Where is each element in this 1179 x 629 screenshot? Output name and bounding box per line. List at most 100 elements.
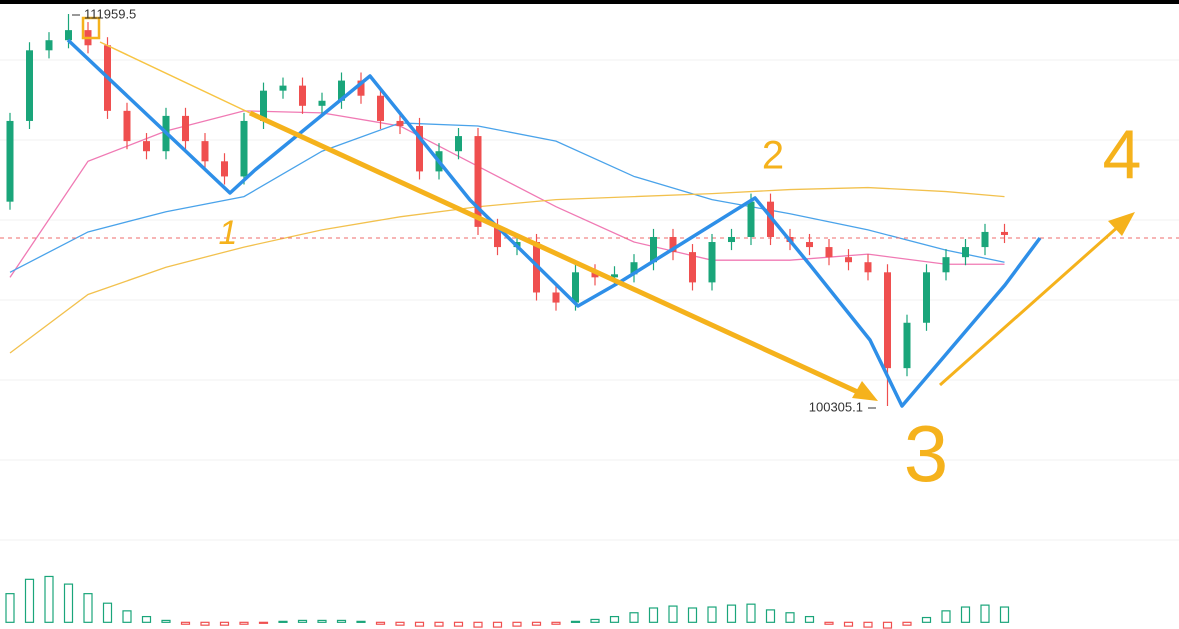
indicator-bar [785,612,795,623]
candle-body [611,274,618,278]
indicator-bar [843,621,854,627]
indicator-bar [141,615,152,623]
wave-label: 2 [762,134,784,178]
candle-body [591,272,599,278]
indicator-bar [707,606,717,623]
indicator-bar [590,618,600,623]
candle-body [650,236,657,263]
high-label: 111959.5 [84,6,136,21]
candle-body [884,272,891,369]
candle-body [903,322,911,369]
indicator-bar [24,578,35,623]
candle-body [806,242,813,248]
candle-body [182,115,189,142]
indicator-bar [219,621,230,626]
indicator-bar [180,621,191,625]
candle-body [942,257,950,273]
candle-layer [6,13,1008,406]
candle-body [357,80,365,96]
moving-average [9,122,1005,273]
indicator-bar [414,621,425,627]
candle-body [825,247,833,258]
candle-body [221,161,228,177]
indicator-bar [336,619,347,623]
candle-body [494,226,501,248]
indicator-bar [278,620,288,623]
indicator-bar [531,621,542,626]
candle-body [630,262,638,275]
candle-body [279,85,287,91]
arrow-head [852,381,878,401]
indicator-bar [570,620,581,623]
indicator-bar [746,603,756,623]
candle-body [65,30,72,41]
indicator-bar [83,593,93,623]
indicator-bar [395,621,405,626]
candle-body [474,136,482,227]
candle-body [1001,231,1008,235]
arrow-head [1108,212,1135,236]
candle-body [45,40,53,51]
indicator-bar [609,615,620,623]
indicator-bar [512,621,522,627]
indicator-bar [668,605,678,623]
candle-body [845,257,852,263]
wave-line [66,38,1042,408]
indicator-bar [980,604,990,623]
top-bar [0,0,1179,4]
candle-body [864,262,872,273]
candle-body [123,110,131,142]
indicator-bar [629,612,639,623]
indicator-bar [648,607,659,623]
candle-body [6,120,14,202]
candle-body [981,231,989,248]
low-label: 100305.1 [809,399,863,414]
indicator-bar [239,621,249,625]
indicator-bar [726,604,737,623]
indicator-layer [5,575,1010,629]
indicator-bar [297,619,308,623]
indicator-bar [960,606,971,623]
indicator-bar [434,621,444,627]
indicator-bar [492,621,503,628]
wave-label: 3 [904,409,949,498]
highlight-box [81,16,101,40]
trend-arrow [248,110,864,397]
candle-body [377,95,384,121]
candle-body [396,120,404,126]
wave-label: 1 [219,214,238,252]
indicator-bar [999,606,1010,623]
indicator-bar [551,621,561,625]
candle-body [572,272,579,303]
indicator-bar [473,621,483,628]
indicator-bar [882,621,893,629]
candle-body [26,50,33,121]
indicator-bar [863,621,873,628]
indicator-bar [44,575,54,623]
indicator-bar [375,621,386,625]
candle-body [338,80,345,101]
candle-body [143,141,150,152]
ma-layer [0,110,1179,354]
indicator-bar [317,619,327,623]
candle-body [299,85,306,106]
candle-body [708,242,716,283]
candle-body [923,272,930,323]
candle-body [240,120,248,177]
indicator-bar [687,607,698,623]
candle-body [962,247,969,258]
wave-label: 4 [1103,115,1142,193]
indicator-bar [765,609,776,623]
indicator-bar [824,621,834,625]
trend-line [99,41,251,114]
candle-body [552,292,560,303]
indicator-bar [941,610,951,623]
indicator-bar [122,610,132,623]
grid [0,59,1179,541]
indicator-bar [921,616,932,623]
candle-body [455,136,462,152]
indicator-bar [63,583,74,623]
indicator-bar [102,602,113,623]
candle-body [747,201,755,237]
